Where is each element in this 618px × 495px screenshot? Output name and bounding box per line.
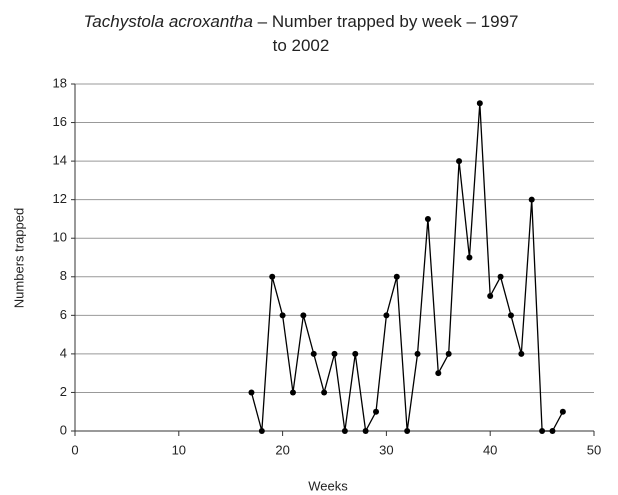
title-species: Tachystola acroxantha: [83, 12, 253, 31]
x-tick-label: 0: [71, 442, 78, 457]
y-tick-label: 0: [60, 422, 67, 437]
x-axis-label: Weeks: [308, 478, 348, 493]
data-point: [289, 389, 296, 396]
data-point: [497, 273, 504, 280]
x-tick-label: 30: [379, 442, 393, 457]
data-point: [559, 408, 566, 415]
data-point: [341, 428, 348, 434]
data-point: [269, 273, 276, 280]
data-point: [487, 293, 494, 300]
y-tick-label: 8: [60, 268, 67, 283]
data-point: [258, 428, 265, 434]
y-tick-label: 6: [60, 307, 67, 322]
data-point: [466, 254, 473, 261]
data-point: [352, 350, 359, 357]
data-point: [279, 312, 286, 319]
data-point: [362, 428, 369, 434]
y-tick-label: 18: [53, 75, 67, 90]
y-tick-label: 4: [60, 345, 67, 360]
y-tick-label: 16: [53, 114, 67, 129]
data-point: [549, 428, 556, 434]
data-point: [456, 158, 463, 165]
data-point: [528, 196, 535, 203]
data-point: [476, 100, 483, 107]
data-point: [393, 273, 400, 280]
data-point: [321, 389, 328, 396]
data-point: [331, 350, 338, 357]
data-point: [248, 389, 255, 396]
x-tick-label: 20: [275, 442, 289, 457]
y-tick-label: 14: [53, 153, 67, 168]
data-point: [300, 312, 307, 319]
data-point: [383, 312, 390, 319]
data-point: [373, 408, 380, 415]
data-point: [424, 215, 431, 222]
data-point: [435, 370, 442, 377]
x-tick-label: 10: [172, 442, 186, 457]
x-tick-label: 40: [483, 442, 497, 457]
data-point: [414, 350, 421, 357]
chart-title: Tachystola acroxantha – Number trapped b…: [81, 10, 521, 58]
data-point: [445, 350, 452, 357]
data-point: [539, 428, 546, 434]
y-tick-label: 2: [60, 384, 67, 399]
data-point: [507, 312, 514, 319]
y-tick-label: 12: [53, 191, 67, 206]
x-tick-label: 50: [587, 442, 601, 457]
data-point: [310, 350, 317, 357]
title-rest: – Number trapped by week – 1997 to 2002: [252, 12, 519, 55]
data-point: [518, 350, 525, 357]
y-axis-label: Numbers trapped: [11, 208, 26, 308]
y-tick-label: 10: [53, 230, 67, 245]
series-line: [250, 103, 564, 434]
data-point: [404, 428, 411, 434]
